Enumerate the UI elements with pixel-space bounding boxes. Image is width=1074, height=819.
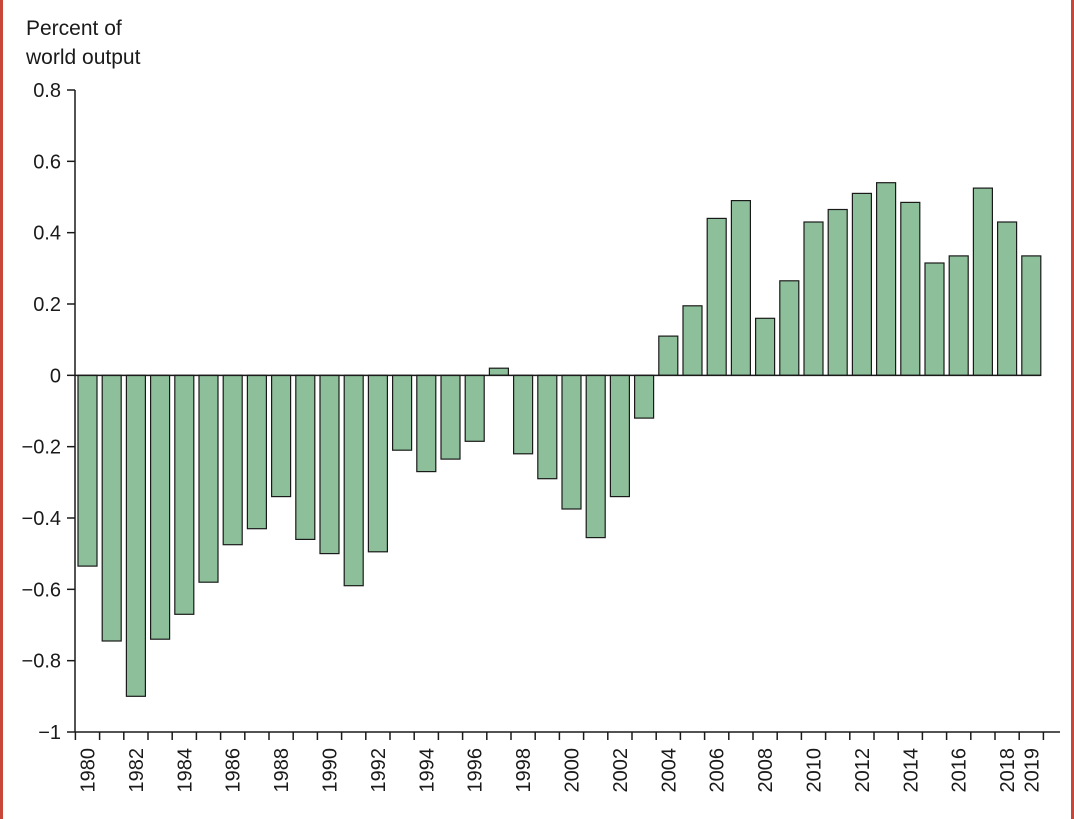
bar-2002 [609,374,631,498]
bar-1992 [367,374,388,553]
x-tick-label: 1998 [513,748,535,793]
bar-1988 [271,374,292,498]
x-tick-label: 1984 [174,748,196,793]
x-tick-label: 1996 [465,748,487,793]
bar-1991 [343,374,364,587]
bar-2007 [730,200,752,377]
y-tick-label: −0.8 [22,651,61,673]
bar-2019 [1021,255,1042,376]
x-tick-label: 2006 [707,748,729,793]
bar-1996 [464,374,485,442]
y-tick-label: −1 [38,722,61,744]
bar-1998 [512,374,534,455]
bar-1980 [77,374,98,567]
x-tick-label: 2002 [610,748,632,793]
x-tick-label: 2012 [852,748,874,793]
bar-1999 [537,374,558,480]
bar-2017 [972,187,994,377]
bar-1985 [198,374,219,583]
y-tick-label: −0.2 [22,437,61,459]
bar-2015 [924,262,945,377]
bar-2004 [658,335,679,376]
x-tick-label: 1992 [368,748,390,793]
bar-2013 [875,182,897,376]
x-tick-label: 1994 [416,748,438,793]
x-tick-label: 1982 [126,748,148,793]
bar-1993 [392,374,413,451]
bar-1990 [319,374,340,555]
y-ticks-group: 0.8 0.6 0.4 0.2 0 −0.2 −0.4 −0.6 −0.8 −1 [22,80,75,744]
bar-2010 [803,221,824,376]
bar-1987 [246,374,267,530]
bar-1982 [125,374,147,697]
y-axis-label-line1: Percent of [26,17,122,40]
bar-1983 [150,374,171,640]
x-tick-label: 1990 [320,748,342,793]
y-axis-label: Percent of world output [26,14,140,72]
bar-2006 [706,217,727,376]
y-tick-label: 0.2 [33,294,61,316]
bar-2011 [827,208,848,376]
bar-2000 [561,374,582,510]
bar-1995 [440,374,461,460]
y-axis-label-line2: world output [26,46,141,69]
y-tick-label: 0.4 [33,223,61,245]
bar-2009 [779,280,800,376]
x-tick-label: 2010 [804,748,826,793]
x-ticks-group: 1980 1982 1984 1986 1988 1990 1992 1994 1996 1998… [74,732,1045,793]
x-tick-label: 1988 [271,748,293,793]
bar-1986 [222,374,243,546]
y-tick-label: 0.6 [33,151,61,173]
x-tick-label: 2008 [755,748,777,793]
x-tick-label: 2016 [949,748,971,793]
bars-group [77,182,1042,697]
bar-2005 [682,305,703,376]
bar-2012 [851,192,873,376]
x-tick-label: 2004 [658,748,680,793]
y-tick-label: −0.4 [22,508,61,530]
y-tick-label: 0.8 [33,80,61,102]
bar-2008 [754,317,776,376]
y-tick-label: −0.6 [22,579,61,601]
bar-1997 [488,367,509,376]
x-tick-label: 2019 [1021,748,1043,793]
x-tick-label: 2014 [900,748,922,793]
x-tick-label: 1980 [78,748,100,793]
bar-1981 [101,374,122,642]
axes-group [74,90,1060,733]
x-tick-label: 2000 [562,748,584,793]
bar-1994 [416,374,437,473]
bar-2003 [633,374,655,419]
bar-1984 [174,374,195,615]
bar-2018 [996,221,1018,376]
bar-1989 [295,374,316,540]
x-tick-label: 2018 [997,748,1019,793]
bar-2001 [585,374,606,539]
x-tick-label: 1986 [223,748,245,793]
bar-2014 [900,201,921,376]
bar-2016 [948,255,969,376]
y-tick-label: 0 [50,365,61,387]
